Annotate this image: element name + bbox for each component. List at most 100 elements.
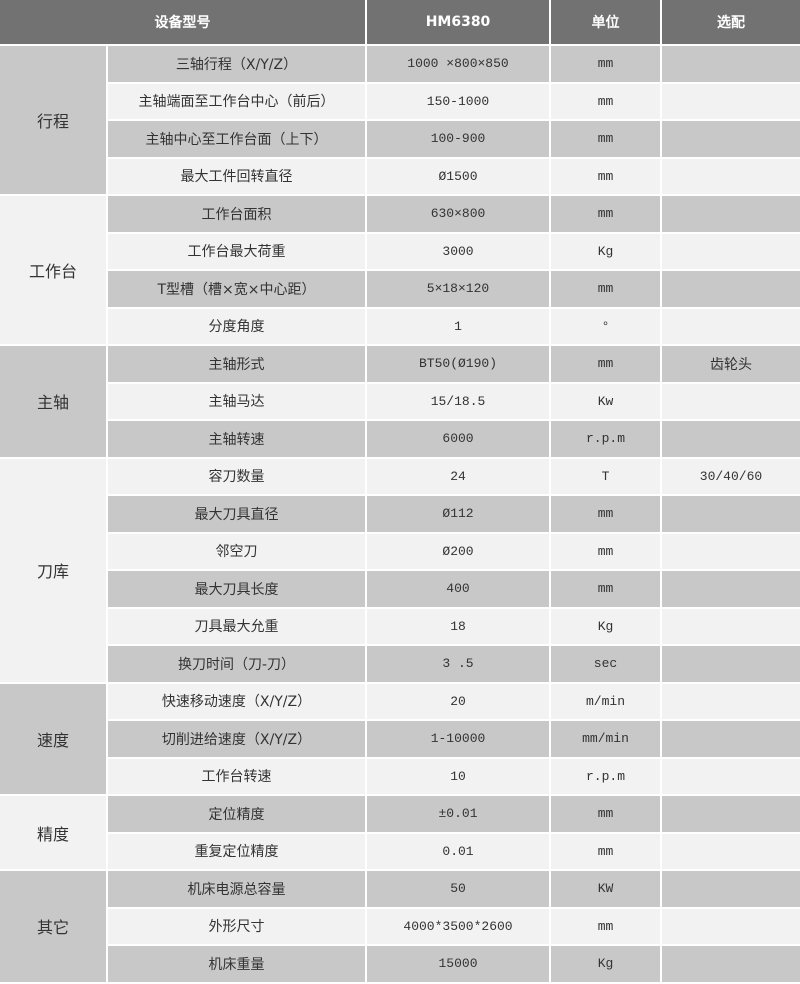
table-row: 外形尺寸 4000*3500*2600 mm bbox=[0, 908, 800, 944]
option-cell bbox=[662, 121, 800, 157]
value-cell: 18 bbox=[367, 608, 549, 644]
value-cell: 15/18.5 bbox=[367, 383, 549, 419]
option-cell bbox=[662, 871, 800, 907]
unit-cell: Kg bbox=[551, 946, 660, 982]
value-cell: 0.01 bbox=[367, 833, 549, 869]
param-cell: 主轴端面至工作台中心（前后） bbox=[108, 83, 365, 119]
param-cell: 容刀数量 bbox=[108, 458, 365, 494]
table-row: 精度 定位精度 ±0.01 mm bbox=[0, 796, 800, 869]
table-row: 主轴中心至工作台面（上下） 100-900 mm bbox=[0, 121, 800, 157]
param-cell: 主轴马达 bbox=[108, 383, 365, 419]
unit-cell: mm bbox=[551, 271, 660, 307]
table-row: 重复定位精度 0.01 mm bbox=[0, 833, 800, 869]
unit-cell: mm bbox=[551, 83, 660, 119]
param-cell: 机床重量 bbox=[108, 946, 365, 982]
header-model-label: 设备型号 bbox=[0, 0, 365, 44]
spec-body: 行程 三轴行程（X/Y/Z） 1000 ×800×850 mm 主轴端面至工作台中心（前… bbox=[0, 46, 800, 982]
param-cell: 工作台面积 bbox=[108, 196, 365, 232]
param-cell: 外形尺寸 bbox=[108, 908, 365, 944]
param-cell: 机床电源总容量 bbox=[108, 871, 365, 907]
unit-cell: ° bbox=[551, 308, 660, 344]
value-cell: 4000*3500*2600 bbox=[367, 908, 549, 944]
option-cell bbox=[662, 646, 800, 682]
option-cell bbox=[662, 271, 800, 307]
unit-cell: mm bbox=[551, 121, 660, 157]
table-row: 分度角度 1 ° bbox=[0, 308, 800, 344]
option-cell bbox=[662, 383, 800, 419]
table-row: 工作台最大荷重 3000 Kg bbox=[0, 233, 800, 269]
unit-cell: Kg bbox=[551, 233, 660, 269]
param-cell: 换刀时间（刀-刀） bbox=[108, 646, 365, 682]
option-cell bbox=[662, 496, 800, 532]
table-row: 刀具最大允重 18 Kg bbox=[0, 608, 800, 644]
value-cell: 50 bbox=[367, 871, 549, 907]
unit-cell: T bbox=[551, 458, 660, 494]
group-label: 其它 bbox=[0, 871, 106, 982]
unit-cell: sec bbox=[551, 646, 660, 682]
param-cell: 主轴中心至工作台面（上下） bbox=[108, 121, 365, 157]
table-row: 最大刀具直径 Ø112 mm bbox=[0, 496, 800, 532]
option-cell bbox=[662, 908, 800, 944]
option-cell bbox=[662, 833, 800, 869]
header-unit: 单位 bbox=[551, 0, 660, 44]
param-cell: 工作台转速 bbox=[108, 758, 365, 794]
unit-cell: KW bbox=[551, 871, 660, 907]
option-cell bbox=[662, 421, 800, 457]
table-row: 其它 机床电源总容量 50 KW bbox=[0, 871, 800, 982]
unit-cell: mm bbox=[551, 908, 660, 944]
param-cell: 主轴转速 bbox=[108, 421, 365, 457]
value-cell: 400 bbox=[367, 571, 549, 607]
group-label: 工作台 bbox=[0, 196, 106, 344]
value-cell: 5×18×120 bbox=[367, 271, 549, 307]
value-cell: 6000 bbox=[367, 421, 549, 457]
unit-cell: mm bbox=[551, 571, 660, 607]
option-cell bbox=[662, 533, 800, 569]
unit-cell: Kg bbox=[551, 608, 660, 644]
unit-cell: mm bbox=[551, 496, 660, 532]
option-cell bbox=[662, 608, 800, 644]
option-cell bbox=[662, 683, 800, 719]
table-row: 最大刀具长度 400 mm bbox=[0, 571, 800, 607]
param-cell: 刀具最大允重 bbox=[108, 608, 365, 644]
group-label: 速度 bbox=[0, 683, 106, 794]
unit-cell: mm bbox=[551, 796, 660, 832]
header-model-value: HM6380 bbox=[367, 0, 549, 44]
table-row: 主轴转速 6000 r.p.m bbox=[0, 421, 800, 457]
unit-cell: mm bbox=[551, 533, 660, 569]
option-cell bbox=[662, 46, 800, 82]
value-cell: 15000 bbox=[367, 946, 549, 982]
param-cell: 三轴行程（X/Y/Z） bbox=[108, 46, 365, 82]
value-cell: 3 .5 bbox=[367, 646, 549, 682]
unit-cell: mm bbox=[551, 833, 660, 869]
value-cell: 100-900 bbox=[367, 121, 549, 157]
param-cell: T型槽（槽×宽×中心距） bbox=[108, 271, 365, 307]
unit-cell: r.p.m bbox=[551, 421, 660, 457]
param-cell: 快速移动速度（X/Y/Z） bbox=[108, 683, 365, 719]
option-cell: 30/40/60 bbox=[662, 458, 800, 494]
option-cell: 齿轮头 bbox=[662, 346, 800, 382]
param-cell: 切削进给速度（X/Y/Z） bbox=[108, 721, 365, 757]
value-cell: 150-1000 bbox=[367, 83, 549, 119]
param-cell: 邻空刀 bbox=[108, 533, 365, 569]
option-cell bbox=[662, 946, 800, 982]
option-cell bbox=[662, 721, 800, 757]
param-cell: 分度角度 bbox=[108, 308, 365, 344]
value-cell: 3000 bbox=[367, 233, 549, 269]
unit-cell: mm/min bbox=[551, 721, 660, 757]
param-cell: 定位精度 bbox=[108, 796, 365, 832]
option-cell bbox=[662, 158, 800, 194]
param-cell: 最大刀具直径 bbox=[108, 496, 365, 532]
value-cell: BT50(Ø190) bbox=[367, 346, 549, 382]
table-row: 工作台转速 10 r.p.m bbox=[0, 758, 800, 794]
table-row: 最大工件回转直径 Ø1500 mm bbox=[0, 158, 800, 194]
header-option: 选配 bbox=[662, 0, 800, 44]
unit-cell: r.p.m bbox=[551, 758, 660, 794]
value-cell: 1000 ×800×850 bbox=[367, 46, 549, 82]
value-cell: 1 bbox=[367, 308, 549, 344]
unit-cell: mm bbox=[551, 346, 660, 382]
value-cell: 630×800 bbox=[367, 196, 549, 232]
option-cell bbox=[662, 796, 800, 832]
option-cell bbox=[662, 308, 800, 344]
group-label: 刀库 bbox=[0, 458, 106, 682]
